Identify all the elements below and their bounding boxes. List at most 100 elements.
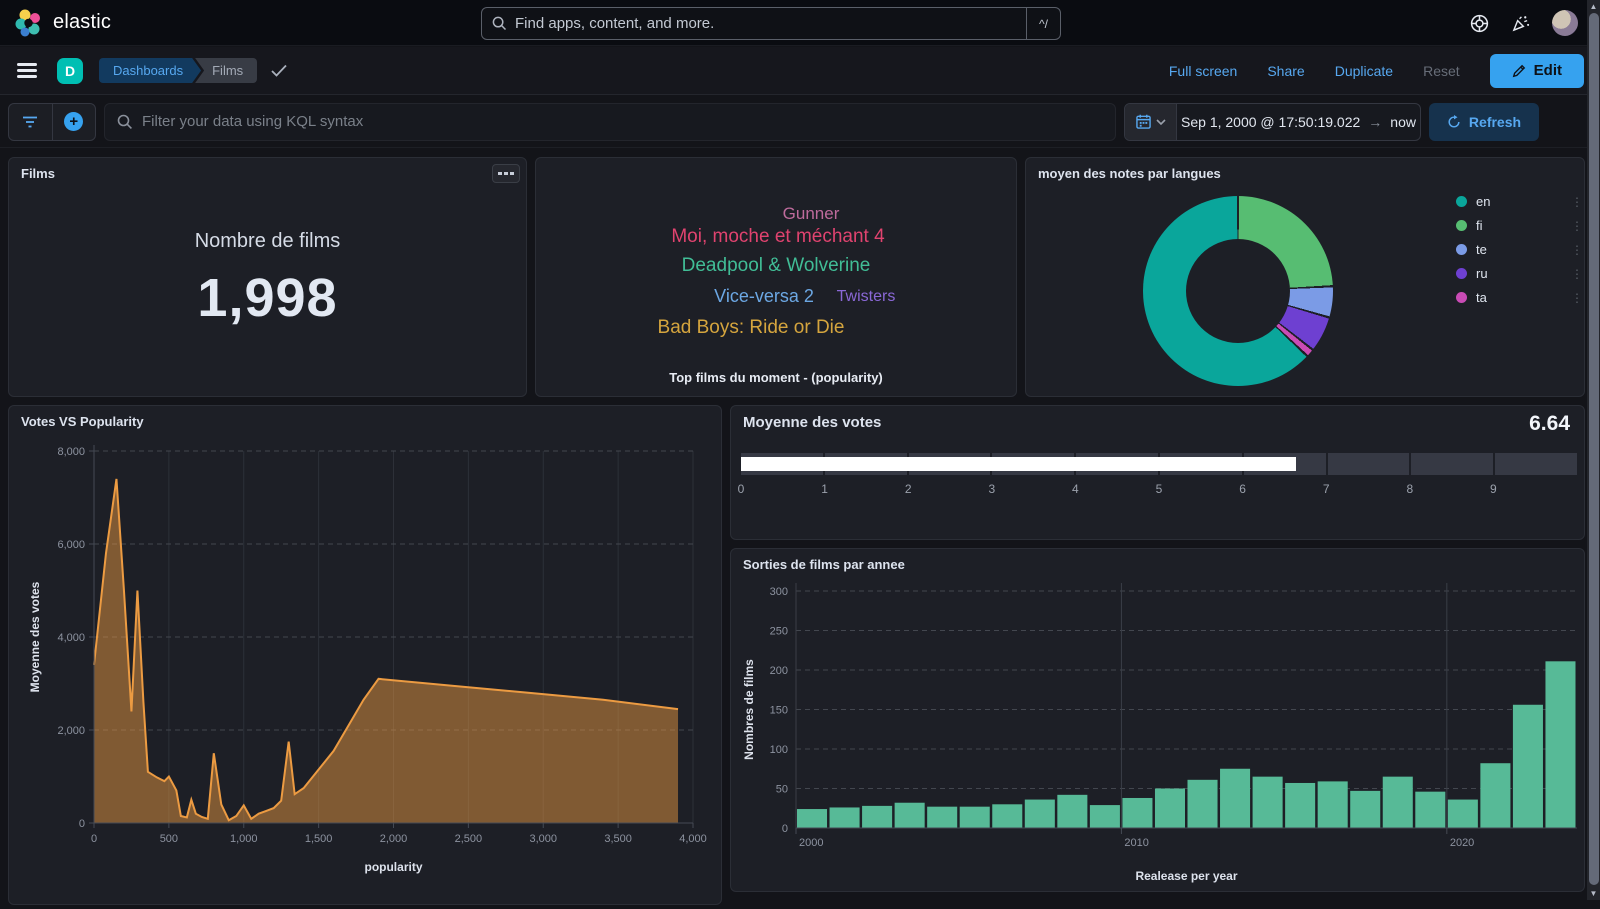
page-scrollbar[interactable]: ▲ ▼ [1587, 0, 1600, 900]
svg-text:1,500: 1,500 [305, 833, 333, 845]
kql-query-input[interactable]: Filter your data using KQL syntax [104, 103, 1116, 141]
panel-films-metric: Films Nombre de films 1,998 [8, 157, 527, 397]
global-search-input[interactable]: Find apps, content, and more. ^/ [481, 7, 1061, 40]
tagcloud-word[interactable]: Twisters [837, 288, 896, 306]
bar-2010[interactable] [1122, 798, 1152, 828]
legend-dot [1456, 292, 1467, 303]
share-button[interactable]: Share [1267, 63, 1304, 79]
menu-hamburger-icon[interactable] [17, 60, 37, 82]
area-chart[interactable]: 02,0004,0006,0008,00005001,0001,5002,000… [9, 406, 721, 909]
scroll-up-arrow[interactable]: ▲ [1587, 0, 1600, 13]
breadcrumb: Dashboards Films [99, 58, 287, 83]
legend-item-fi[interactable]: fi ⋮ [1456, 218, 1584, 233]
elastic-logo-icon [14, 8, 44, 38]
gauge-cell [1411, 453, 1493, 475]
panel-options-button[interactable] [492, 164, 520, 183]
news-party-popper-icon[interactable] [1511, 14, 1530, 33]
bar-2001[interactable] [830, 807, 860, 828]
legend-item-te[interactable]: te ⋮ [1456, 242, 1584, 257]
legend-actions-icon[interactable]: ⋮ [1571, 195, 1584, 209]
user-avatar[interactable] [1552, 10, 1578, 36]
tagcloud-word[interactable]: Gunner [783, 204, 840, 224]
tagcloud-caption: Top films du moment - (popularity) [536, 370, 1016, 385]
bar-2021[interactable] [1480, 763, 1510, 828]
arrow-right-icon: → [1368, 114, 1382, 130]
bar-2017[interactable] [1350, 791, 1380, 828]
svg-text:200: 200 [770, 665, 788, 677]
space-badge[interactable]: D [57, 58, 83, 84]
saved-query-filter-icon[interactable] [9, 104, 53, 140]
svg-text:2,000: 2,000 [57, 725, 85, 737]
bar-2011[interactable] [1155, 789, 1185, 829]
bar-2019[interactable] [1415, 792, 1445, 828]
brand-text: elastic [53, 11, 111, 34]
calendar-menu-button[interactable] [1125, 104, 1177, 140]
bar-chart[interactable]: 050100150200250300200020102020Realease p… [731, 549, 1584, 896]
bar-2000[interactable] [797, 809, 827, 828]
duplicate-button[interactable]: Duplicate [1335, 63, 1393, 79]
legend-item-ta[interactable]: ta⋮ [1456, 290, 1584, 305]
scroll-down-arrow[interactable]: ▼ [1587, 887, 1600, 900]
bar-2018[interactable] [1383, 777, 1413, 828]
breadcrumb-films: Films [195, 58, 257, 83]
kql-placeholder: Filter your data using KQL syntax [142, 113, 363, 130]
bar-2006[interactable] [992, 804, 1022, 828]
bar-2007[interactable] [1025, 800, 1055, 828]
time-range-end[interactable]: now [1390, 114, 1416, 130]
bar-2004[interactable] [927, 807, 957, 828]
bar-2023[interactable] [1545, 661, 1575, 828]
bar-2003[interactable] [895, 803, 925, 828]
svg-text:50: 50 [776, 784, 788, 796]
gauge-cell [1495, 453, 1577, 475]
legend-item-ru[interactable]: ru⋮ [1456, 266, 1584, 281]
bar-2015[interactable] [1285, 783, 1315, 828]
refresh-button[interactable]: Refresh [1429, 103, 1539, 141]
time-range-picker: Sep 1, 2000 @ 17:50:19.022 → now [1124, 103, 1421, 141]
panel-title: Films [21, 166, 55, 181]
time-range-start[interactable]: Sep 1, 2000 @ 17:50:19.022 [1181, 114, 1360, 130]
tagcloud-word[interactable]: Moi, moche et méchant 4 [671, 226, 884, 248]
gauge-bar [741, 457, 1296, 471]
svg-text:2000: 2000 [799, 837, 823, 849]
bar-2016[interactable] [1318, 781, 1348, 828]
svg-text:500: 500 [160, 833, 178, 845]
legend-actions-icon[interactable]: ⋮ [1571, 291, 1584, 305]
donut-legend: en⋮fi⋮te⋮ru⋮ta⋮ [1456, 194, 1584, 305]
panel-title: Votes VS Popularity [21, 414, 144, 429]
tagcloud-word[interactable]: Vice-versa 2 [714, 286, 814, 307]
fullscreen-button[interactable]: Full screen [1169, 63, 1237, 79]
help-icon[interactable] [1470, 14, 1489, 33]
panel-title: moyen des notes par langues [1038, 166, 1221, 181]
bar-2022[interactable] [1513, 705, 1543, 828]
scrollbar-thumb[interactable] [1589, 13, 1599, 885]
bar-2002[interactable] [862, 806, 892, 828]
svg-text:3,000: 3,000 [529, 833, 557, 845]
reset-button[interactable]: Reset [1423, 63, 1460, 79]
legend-item-en[interactable]: en⋮ [1456, 194, 1584, 209]
edit-button[interactable]: Edit [1490, 54, 1584, 88]
legend-label: fi [1476, 218, 1483, 233]
panel-donut-langues: moyen des notes par langues en⋮fi⋮te⋮ru⋮… [1025, 157, 1585, 397]
legend-actions-icon[interactable]: ⋮ [1571, 219, 1584, 233]
bar-2020[interactable] [1448, 800, 1478, 828]
tagcloud-word[interactable]: Bad Boys: Ride or Die [658, 317, 845, 339]
bar-2008[interactable] [1057, 795, 1087, 828]
panel-moyenne-votes-gauge: Moyenne des votes 6.64 0123456789 [730, 405, 1585, 540]
gauge-cell [1328, 453, 1410, 475]
donut-chart[interactable] [1143, 196, 1333, 386]
legend-actions-icon[interactable]: ⋮ [1571, 243, 1584, 257]
bar-2012[interactable] [1188, 780, 1218, 828]
bar-2013[interactable] [1220, 769, 1250, 828]
saved-check-icon [271, 64, 287, 77]
svg-text:0: 0 [79, 818, 85, 830]
legend-actions-icon[interactable]: ⋮ [1571, 267, 1584, 281]
add-filter-button[interactable]: + [53, 104, 96, 140]
bar-2014[interactable] [1253, 777, 1283, 828]
bar-2005[interactable] [960, 807, 990, 828]
bar-2009[interactable] [1090, 805, 1120, 828]
gauge-value: 6.64 [1529, 412, 1570, 436]
breadcrumb-dashboards[interactable]: Dashboards [99, 58, 201, 83]
filter-bar: + Filter your data using KQL syntax [0, 96, 1600, 148]
tagcloud-word[interactable]: Deadpool & Wolverine [682, 255, 871, 277]
legend-label: te [1476, 242, 1487, 257]
